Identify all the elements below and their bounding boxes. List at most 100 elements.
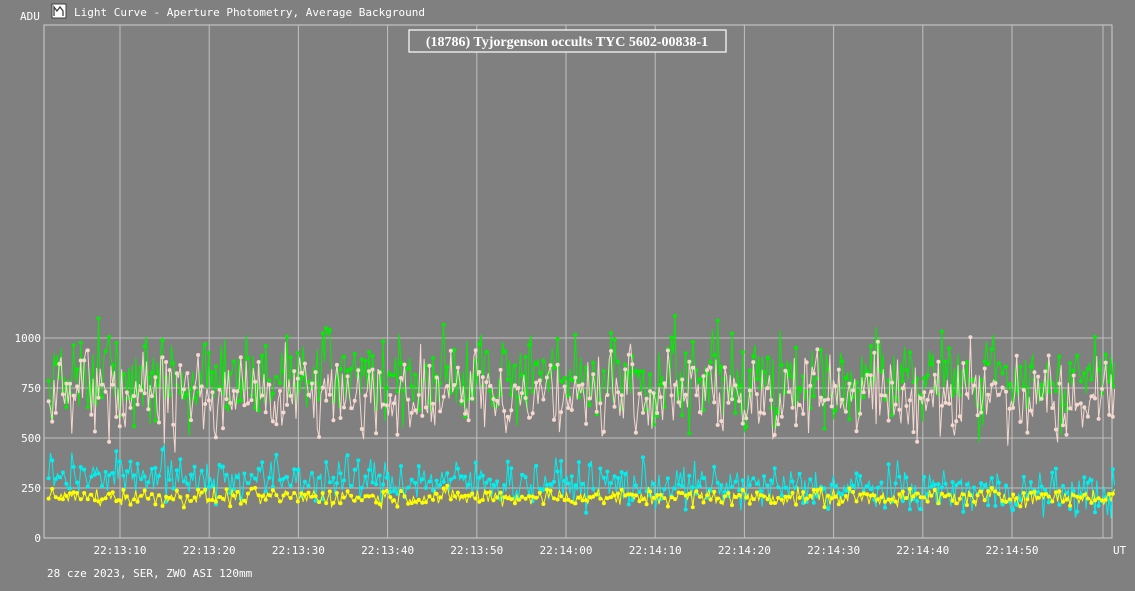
series-point <box>431 497 435 502</box>
series-point <box>149 394 154 399</box>
series-point <box>295 376 300 381</box>
series-point <box>121 412 126 417</box>
series-point <box>1039 382 1044 387</box>
series-point <box>979 410 984 415</box>
series-point <box>210 498 215 502</box>
series-point <box>1082 371 1087 375</box>
series-point <box>900 379 905 384</box>
x-tick-label: 22:14:20 <box>718 544 771 557</box>
series-point <box>1061 483 1065 488</box>
series-point <box>1103 352 1108 357</box>
series-point <box>1075 353 1080 358</box>
series-point <box>1089 394 1094 399</box>
series-point <box>64 494 69 498</box>
series-point <box>883 397 887 402</box>
series-point <box>641 410 645 415</box>
series-point <box>381 339 386 344</box>
series-point <box>292 491 297 495</box>
series-point <box>843 494 848 498</box>
series-point <box>1039 396 1044 401</box>
series-point <box>149 466 154 471</box>
series-point <box>769 501 774 505</box>
series-point <box>754 392 759 397</box>
series-point <box>915 376 920 381</box>
series-point <box>616 390 621 395</box>
series-point <box>630 498 635 503</box>
series-point <box>851 490 855 494</box>
series-point <box>961 509 966 514</box>
series-point <box>1093 510 1097 515</box>
series-point <box>313 494 318 499</box>
series-point <box>420 500 425 505</box>
plot-area <box>43 24 1113 539</box>
series-point <box>619 470 624 475</box>
series-point <box>299 491 304 496</box>
series-point <box>288 355 293 360</box>
series-point <box>399 361 403 366</box>
x-tick-label: 22:14:10 <box>629 544 682 557</box>
series-point <box>1085 366 1090 371</box>
series-point <box>260 393 265 398</box>
series-point <box>929 493 934 498</box>
series-point <box>822 398 827 403</box>
series-point <box>576 460 581 465</box>
series-point <box>1085 414 1090 419</box>
series-point <box>114 415 119 419</box>
series-point <box>822 426 827 431</box>
series-point <box>306 380 311 384</box>
series-point <box>242 471 247 476</box>
series-point <box>203 402 208 406</box>
series-point <box>516 386 521 390</box>
series-point <box>840 397 845 402</box>
series-point <box>804 496 809 501</box>
series-point <box>317 397 322 402</box>
series-point <box>797 495 802 500</box>
series-point <box>441 486 446 491</box>
series-point <box>979 377 984 382</box>
series-point <box>320 385 325 390</box>
series-point <box>334 362 339 367</box>
series-point <box>758 489 763 493</box>
series-point <box>477 499 482 504</box>
series-point <box>733 383 738 388</box>
series-point <box>135 461 140 466</box>
series-point <box>900 489 905 494</box>
series-point <box>943 359 948 364</box>
series-point <box>683 507 688 512</box>
series-point <box>591 486 596 491</box>
series-point <box>160 447 165 452</box>
series-point <box>1018 504 1023 509</box>
series-point <box>423 500 428 505</box>
series-point <box>228 400 233 405</box>
series-point <box>210 370 215 375</box>
series-point <box>1107 492 1112 496</box>
series-point <box>801 490 806 495</box>
series-point <box>256 408 261 413</box>
series-point <box>224 487 229 492</box>
series-point <box>431 401 435 406</box>
series-point <box>274 374 279 379</box>
series-point <box>762 411 766 416</box>
series-point <box>512 363 517 368</box>
series-point <box>1011 405 1016 410</box>
y-tick-labels: 0 250 500 750 1000 <box>15 332 42 545</box>
series-point <box>445 384 450 388</box>
series-point <box>263 410 268 415</box>
series-point <box>712 489 717 494</box>
series-point <box>527 342 532 347</box>
series-point <box>480 473 485 478</box>
series-point <box>651 481 656 486</box>
series-point <box>502 483 507 488</box>
series-point <box>142 344 147 349</box>
series-point <box>559 379 564 384</box>
series-point <box>359 427 364 431</box>
series-point <box>135 402 140 407</box>
series-point <box>940 403 944 408</box>
series-point <box>381 402 386 407</box>
series-point <box>256 360 261 364</box>
series-point <box>228 371 233 376</box>
series-point <box>374 482 379 487</box>
series-point <box>680 491 685 495</box>
series-point <box>847 486 852 491</box>
